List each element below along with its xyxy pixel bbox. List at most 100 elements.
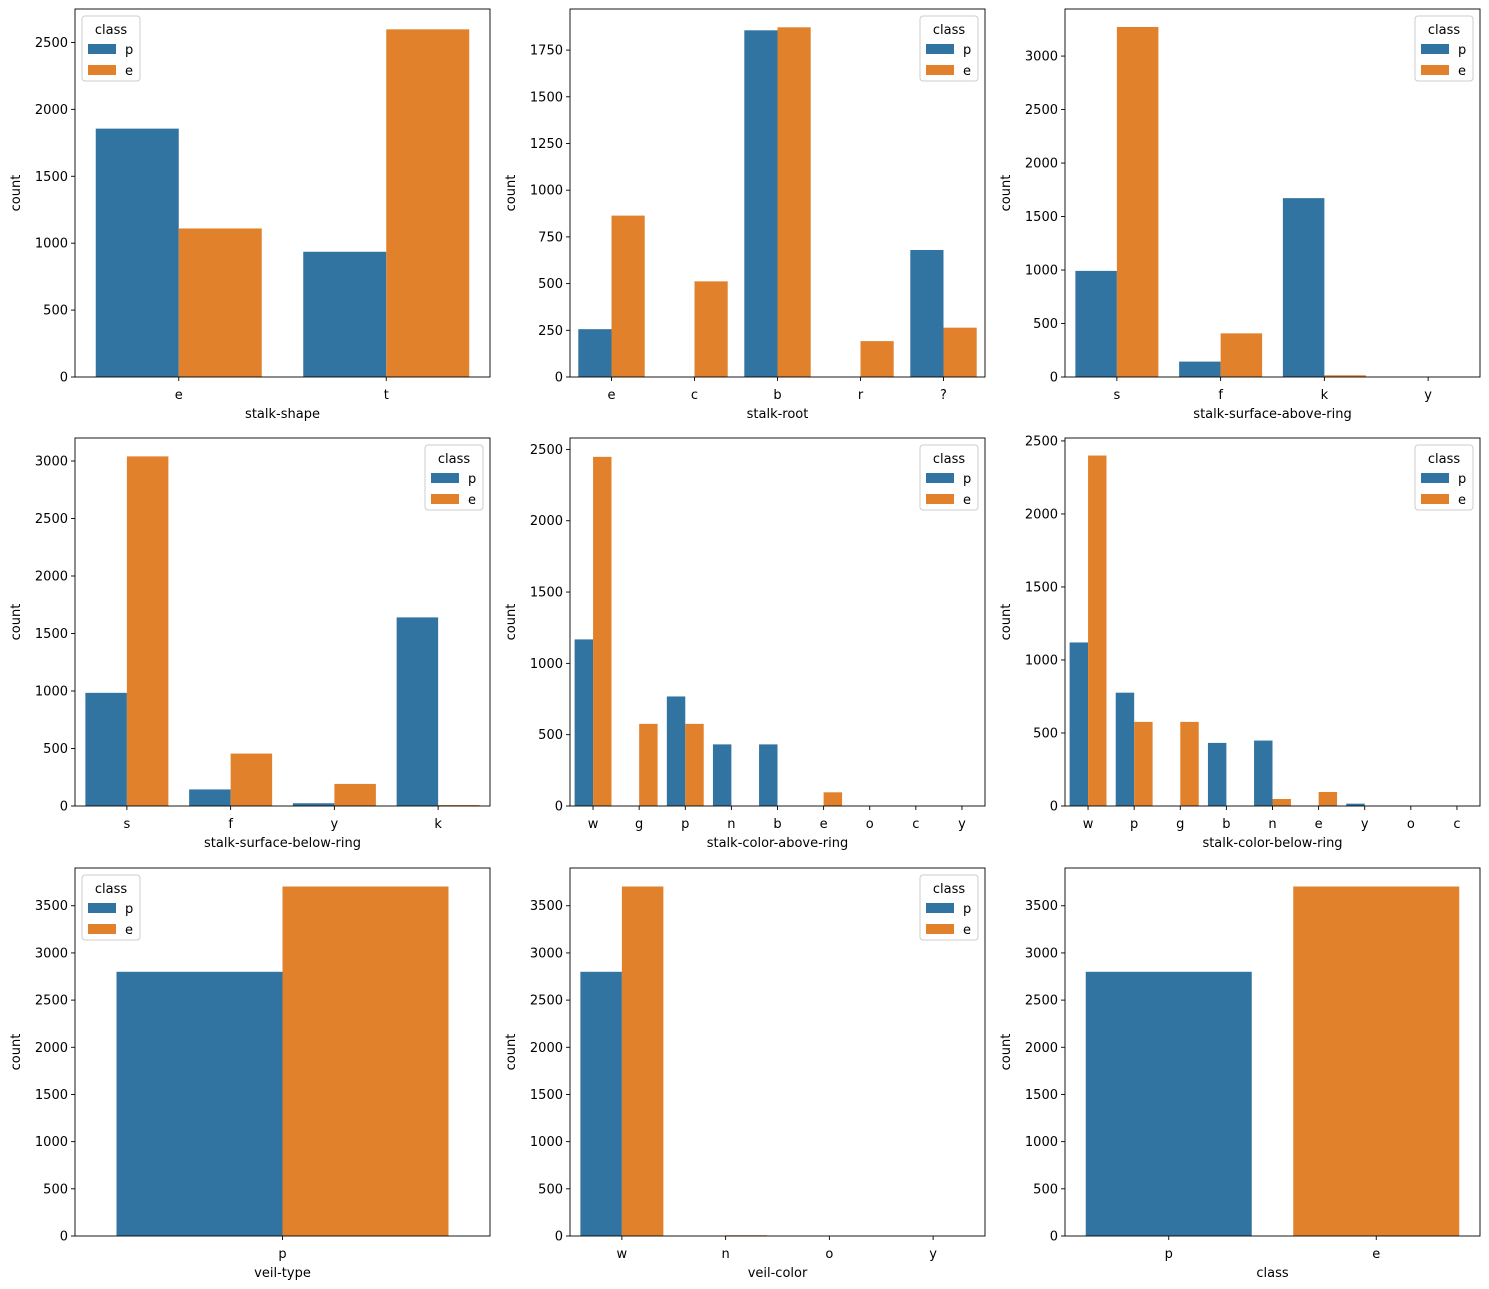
x-tick-label: o <box>866 817 874 832</box>
y-axis-label: count <box>999 604 1014 641</box>
y-tick-label: 1500 <box>1025 580 1058 595</box>
y-tick-label: 1000 <box>35 1135 68 1150</box>
x-axis-label: stalk-root <box>747 407 809 422</box>
legend: class pe <box>81 874 141 941</box>
axes-frame <box>1064 8 1481 378</box>
x-axis-label: stalk-shape <box>245 407 320 422</box>
y-tick-label: 1500 <box>35 170 68 185</box>
legend: class pe <box>919 444 979 511</box>
y-tick-label: 2500 <box>35 512 68 527</box>
y-tick-label: 2000 <box>35 1041 68 1056</box>
x-tick-label: e <box>175 388 183 403</box>
x-tick-label: r <box>858 388 864 403</box>
legend: class pe <box>81 15 141 82</box>
y-tick-label: 0 <box>60 371 68 386</box>
x-tick-label: b <box>773 817 781 832</box>
legend: class pe <box>1414 15 1474 82</box>
bar-e-w <box>1088 455 1107 806</box>
y-tick-label: 2000 <box>35 570 68 585</box>
x-tick-label: n <box>722 1247 730 1262</box>
x-axis-label: stalk-color-above-ring <box>707 836 849 851</box>
legend: class pe <box>919 874 979 941</box>
legend-swatch-p <box>926 473 954 483</box>
legend-title: class <box>438 452 470 467</box>
y-tick-label: 0 <box>1050 1230 1058 1245</box>
legend-swatch-p <box>431 473 459 483</box>
y-tick-label: 2000 <box>1025 157 1058 172</box>
y-tick-label: 0 <box>555 800 563 815</box>
bar-p-b <box>1207 742 1227 806</box>
legend-label-p: p <box>125 902 133 917</box>
y-tick-label: 1000 <box>1025 653 1058 668</box>
bar-e-? <box>943 327 977 377</box>
x-tick-label: y <box>1361 817 1369 832</box>
legend-title: class <box>933 23 965 38</box>
y-tick-label: 250 <box>538 324 563 339</box>
y-tick-label: 3000 <box>530 946 563 961</box>
legend-swatch-e <box>431 494 459 504</box>
bar-e-n <box>1272 798 1291 806</box>
y-tick-label: 2000 <box>35 103 68 118</box>
y-tick-label: 0 <box>555 1230 563 1245</box>
y-tick-label: 500 <box>1033 726 1058 741</box>
bar-p-n <box>1254 740 1273 806</box>
legend: class pe <box>424 444 484 511</box>
bar-e <box>1293 886 1460 1236</box>
legend-label-e: e <box>468 493 476 508</box>
x-tick-label: o <box>825 1247 833 1262</box>
bar-p-w <box>580 971 622 1236</box>
y-tick-label: 1500 <box>35 1088 68 1103</box>
subplot-stalk-color-below-ring: 0 500 1000 1500 2000 2500 w p g b n e y o c stalk-color… <box>999 434 1481 851</box>
axes-frame <box>74 8 491 378</box>
bar-e-p <box>282 886 449 1236</box>
subplot-stalk-surface-above-ring: 0 500 1000 1500 2000 2500 3000 s f k y stalk-surfac… <box>999 8 1481 422</box>
y-tick-label: 1500 <box>35 627 68 642</box>
legend-swatch-p <box>926 903 954 913</box>
bar-p-e <box>578 329 612 377</box>
y-tick-label: 1500 <box>530 1088 563 1103</box>
bar-e-e <box>611 215 645 377</box>
x-tick-label: w <box>617 1247 628 1262</box>
legend-label-p: p <box>963 472 971 487</box>
y-tick-label: 1000 <box>530 1135 563 1150</box>
bar-e-g <box>639 723 658 806</box>
legend: class pe <box>1414 444 1474 511</box>
x-tick-label: y <box>929 1247 937 1262</box>
x-tick-label: c <box>912 817 919 832</box>
x-tick-label: p <box>1165 1247 1173 1262</box>
y-tick-label: 3000 <box>1025 946 1058 961</box>
y-tick-label: 1000 <box>530 657 563 672</box>
y-tick-label: 0 <box>555 371 563 386</box>
x-tick-label: w <box>1083 817 1094 832</box>
y-tick-label: 0 <box>1050 371 1058 386</box>
x-tick-label: k <box>1321 388 1329 403</box>
y-tick-label: 3500 <box>1025 899 1058 914</box>
y-tick-label: 2500 <box>530 994 563 1009</box>
x-tick-label: f <box>1218 388 1223 403</box>
bar-e-w <box>593 456 612 806</box>
bar-e-b <box>777 27 811 378</box>
legend-swatch-e <box>926 494 954 504</box>
bar-p-s <box>1075 270 1117 377</box>
y-axis-label: count <box>9 1034 24 1071</box>
y-tick-label: 2000 <box>1025 1041 1058 1056</box>
legend-label-p: p <box>468 472 476 487</box>
y-tick-label: 1500 <box>530 90 563 105</box>
legend-label-e: e <box>963 923 971 938</box>
x-tick-label: e <box>820 817 828 832</box>
x-tick-label: y <box>331 817 339 832</box>
axes-frame <box>569 867 986 1237</box>
bar-p-p <box>116 971 283 1236</box>
bar-e-k <box>438 805 480 806</box>
y-tick-label: 3500 <box>530 899 563 914</box>
legend-label-e: e <box>1458 64 1466 79</box>
legend-swatch-e <box>88 65 116 75</box>
x-tick-label: t <box>384 388 389 403</box>
x-tick-label: f <box>228 817 233 832</box>
bar-p-k <box>396 617 439 806</box>
axes-frame <box>74 437 491 807</box>
bar-e-e <box>178 228 262 377</box>
x-tick-label: ? <box>940 388 947 403</box>
bar-p-n <box>712 744 732 806</box>
